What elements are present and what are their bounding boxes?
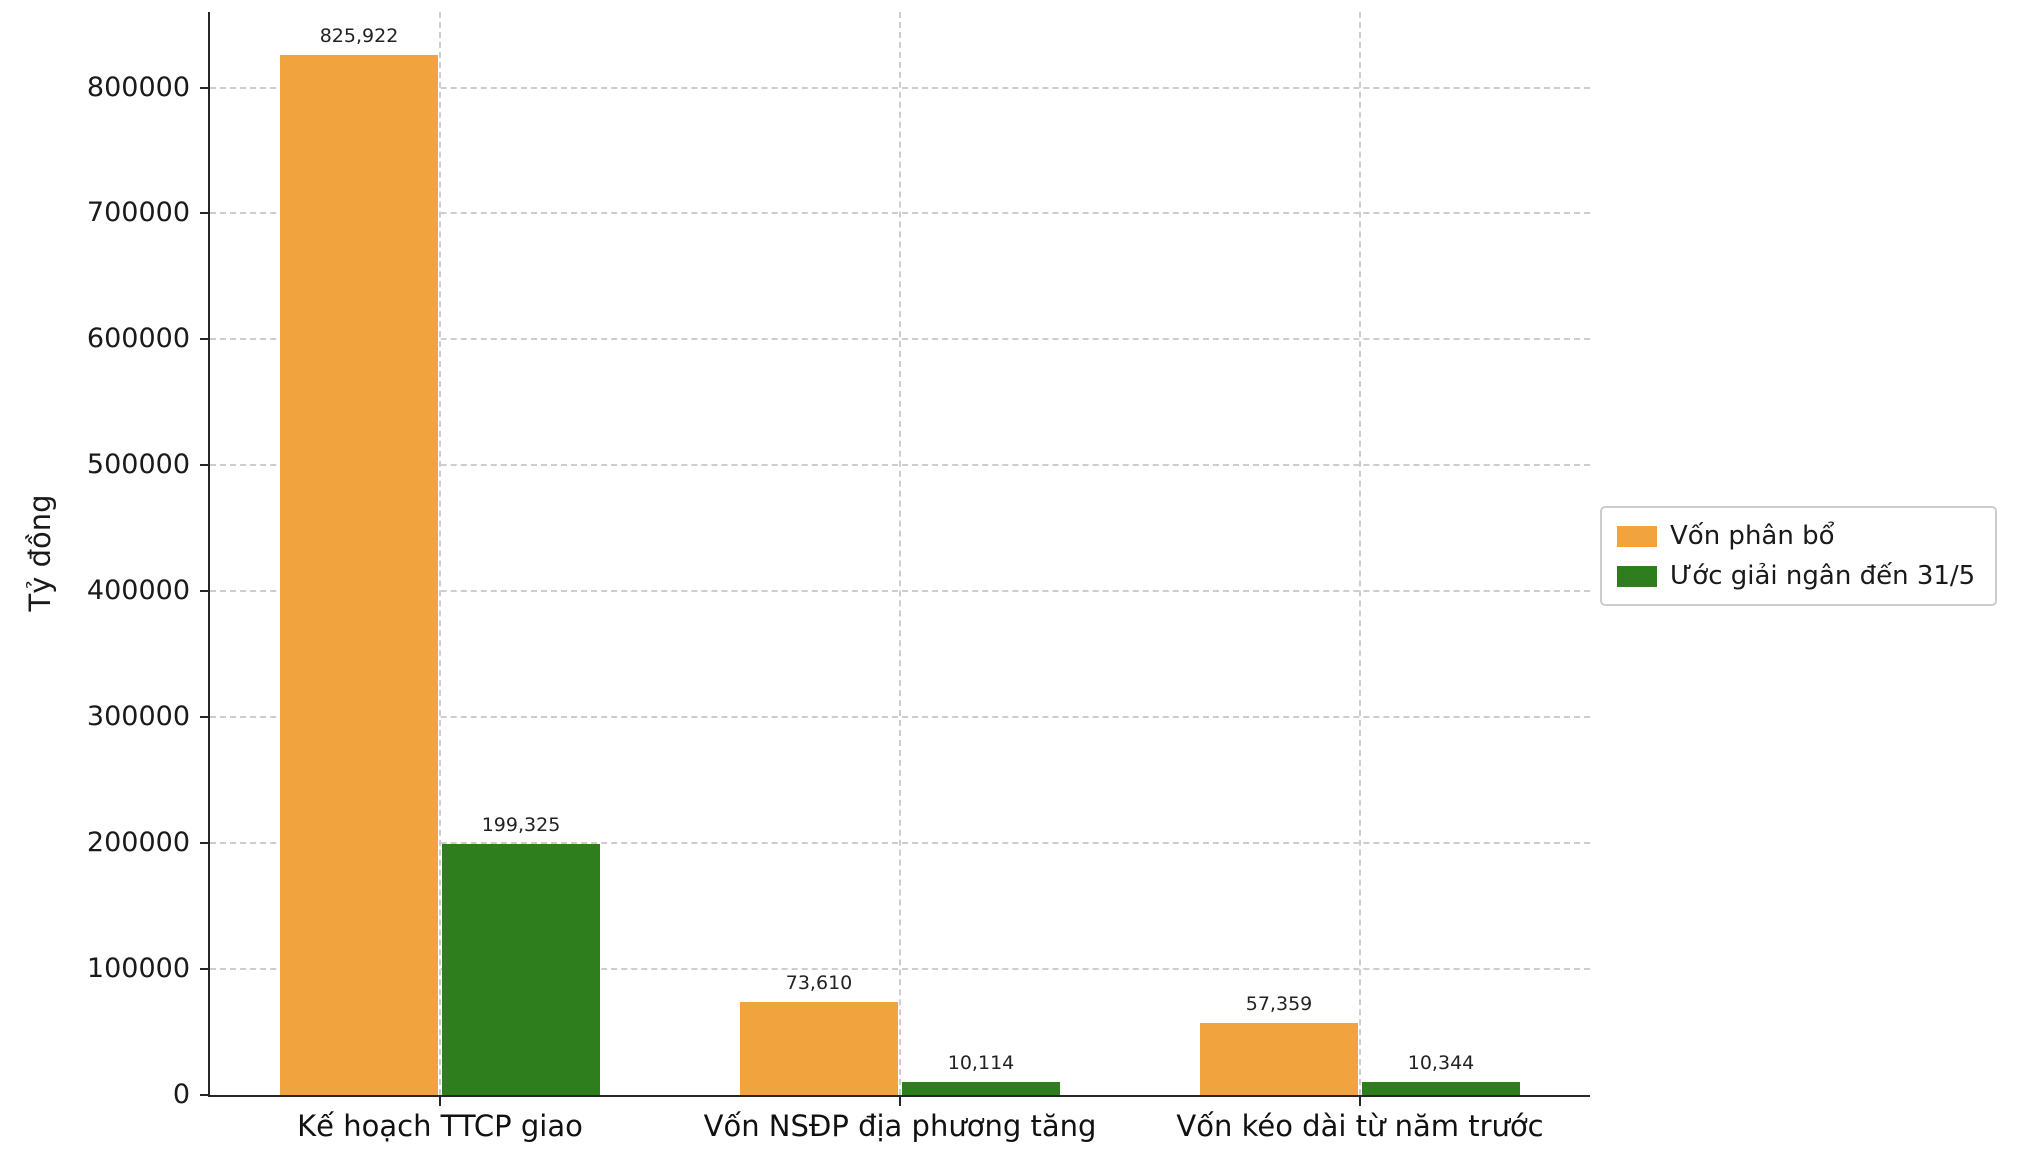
y-tick-mark [200, 212, 210, 215]
bar-value-label: 73,610 [785, 972, 853, 995]
x-tick-label: Vốn NSĐP địa phương tăng [703, 1109, 1097, 1143]
y-tick-label: 700000 [86, 197, 190, 229]
x-tick-label: Vốn kéo dài từ năm trước [1176, 1109, 1544, 1143]
bar-value-label: 199,325 [481, 813, 561, 836]
legend-label: Ước giải ngân đến 31/5 [1670, 561, 1976, 591]
y-tick-mark [200, 464, 210, 467]
legend-item-1: Ước giải ngân đến 31/5 [1617, 561, 1975, 591]
y-tick-label: 0 [172, 1079, 190, 1110]
y-tick-label: 500000 [86, 449, 190, 481]
y-tick-mark [200, 338, 210, 341]
y-tick-label: 600000 [86, 323, 190, 355]
y-tick-label: 800000 [86, 71, 190, 103]
y-axis-line [208, 12, 210, 1097]
bar-uoc-giai-ngan-1 [902, 1082, 1060, 1095]
gridline-vertical [1359, 12, 1361, 1095]
gridline-vertical [899, 12, 901, 1095]
y-tick-mark [200, 716, 210, 719]
bar-uoc-giai-ngan-0 [442, 843, 600, 1095]
y-tick-label: 200000 [86, 827, 190, 859]
x-tick-mark [899, 1097, 901, 1106]
bar-value-label: 10,114 [947, 1052, 1015, 1075]
y-tick-label: 300000 [86, 701, 190, 733]
x-axis-line [208, 1095, 1590, 1097]
bar-von-phan-bo-2 [1200, 1022, 1358, 1095]
legend-label: Vốn phân bổ [1670, 521, 1835, 551]
bar-value-label: 57,359 [1245, 992, 1313, 1015]
y-tick-mark [200, 86, 210, 89]
gridline-vertical [439, 12, 441, 1095]
x-tick-mark [1359, 1097, 1361, 1106]
legend-item-0: Vốn phân bổ [1617, 521, 1975, 551]
x-tick-label: Kế hoạch TTCP giao [297, 1109, 583, 1143]
y-tick-mark [200, 1094, 210, 1096]
legend-swatch-icon [1617, 565, 1657, 587]
bar-value-label: 10,344 [1407, 1051, 1475, 1074]
x-tick-mark [439, 1097, 441, 1106]
y-tick-label: 100000 [86, 953, 190, 985]
bar-uoc-giai-ngan-2 [1362, 1081, 1520, 1095]
y-tick-label: 400000 [86, 575, 190, 607]
y-tick-mark [200, 968, 210, 971]
bar-von-phan-bo-1 [740, 1002, 898, 1095]
y-tick-mark [200, 842, 210, 845]
legend: Vốn phân bổ Ước giải ngân đến 31/5 [1600, 506, 1998, 606]
bar-von-phan-bo-0 [280, 54, 438, 1095]
y-tick-mark [200, 590, 210, 593]
legend-swatch-icon [1617, 525, 1657, 547]
bar-value-label: 825,922 [319, 24, 399, 47]
